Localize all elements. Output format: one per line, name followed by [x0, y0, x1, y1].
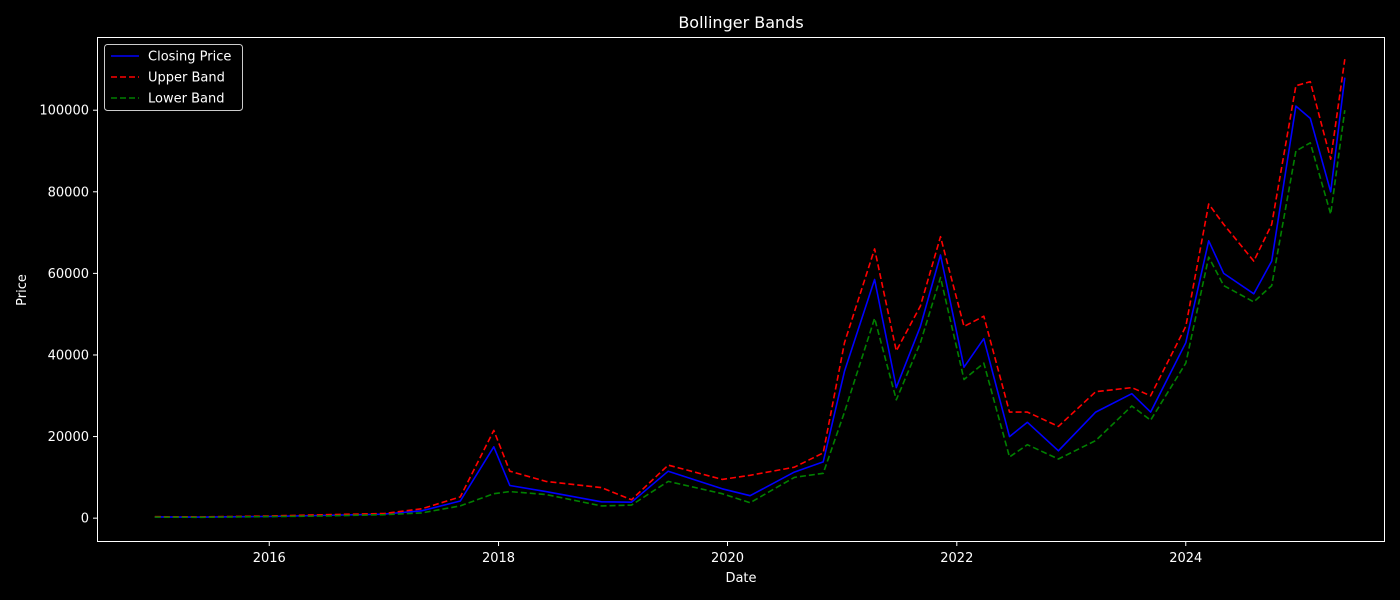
series-line-upper-band	[154, 59, 1346, 518]
y-tick-label: 40000	[48, 348, 89, 363]
y-axis-label: Price	[15, 274, 30, 306]
legend-label: Upper Band	[148, 71, 225, 86]
y-tick-label: 20000	[48, 430, 89, 445]
series-line-lower-band	[154, 110, 1346, 519]
y-tick-label: 0	[81, 512, 89, 527]
series-layer	[154, 59, 1346, 519]
x-tick-label: 2020	[711, 551, 744, 566]
plot-frame	[97, 37, 1385, 542]
legend-label: Closing Price	[148, 50, 231, 65]
series-line-closing-price	[154, 77, 1346, 518]
x-axis-label: Date	[725, 571, 756, 586]
legend: Closing Price Upper Band Lower Band	[104, 44, 243, 111]
x-axis: 2016 2018 2020 2022 2024	[253, 541, 1202, 566]
x-tick-label: 2018	[482, 551, 515, 566]
chart-title: Bollinger Bands	[678, 13, 803, 32]
x-tick-label: 2024	[1169, 551, 1202, 566]
x-tick-label: 2022	[940, 551, 973, 566]
x-tick-label: 2016	[253, 551, 286, 566]
y-tick-label: 60000	[48, 267, 89, 282]
y-tick-label: 100000	[39, 104, 89, 119]
y-axis: 0 20000 40000 60000 80000 100000	[39, 104, 98, 527]
legend-label: Lower Band	[148, 92, 224, 107]
y-tick-label: 80000	[48, 185, 89, 200]
legend-box	[104, 44, 243, 111]
